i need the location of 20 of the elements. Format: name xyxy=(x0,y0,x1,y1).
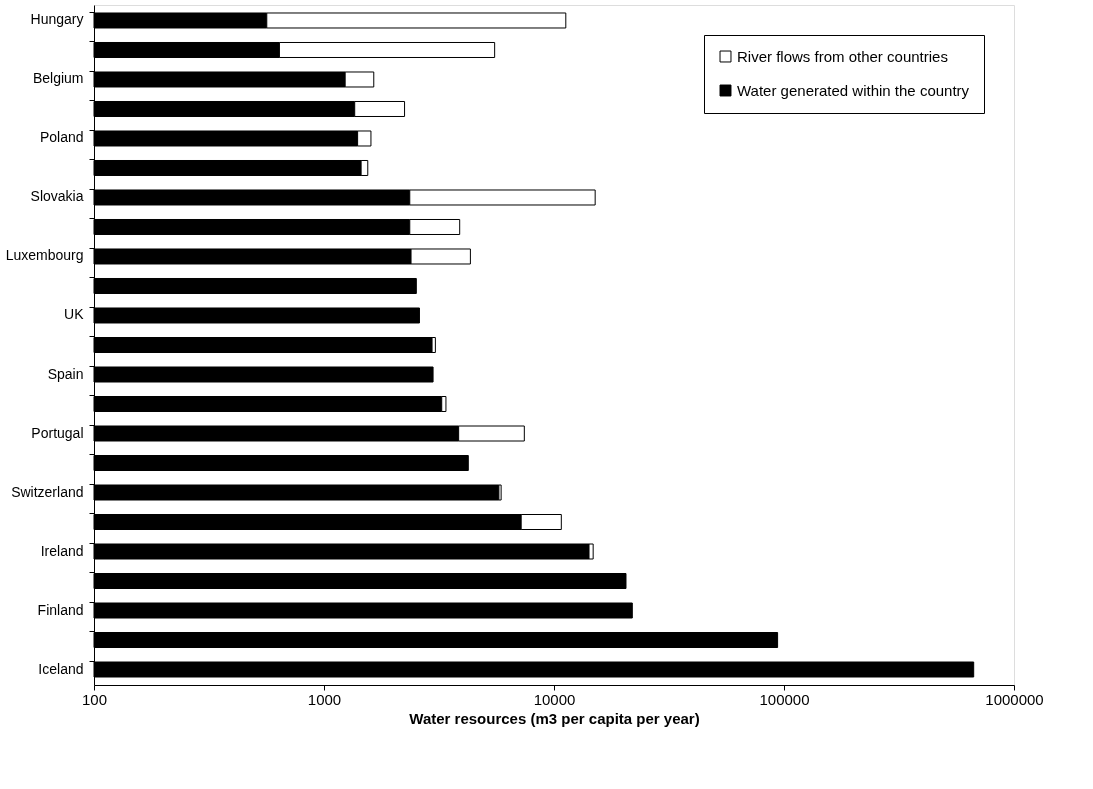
y-tick-label: Hungary xyxy=(30,11,84,28)
x-tick-label: 100 xyxy=(81,690,108,708)
y-tick-label: UK xyxy=(64,306,85,323)
y-tick-label: Poland xyxy=(39,129,84,146)
x-tick-label: 1000 xyxy=(307,690,342,708)
legend-label: River flows from other countries xyxy=(737,47,948,65)
y-tick-label: Belgium xyxy=(32,70,84,87)
x-tick-label: 100000 xyxy=(759,690,810,708)
y-tick-label: Iceland xyxy=(38,660,84,677)
y-tick-label: Switzerland xyxy=(11,483,84,500)
y-tick-label: Slovakia xyxy=(30,188,84,205)
y-tick-label: Ireland xyxy=(40,542,84,559)
y-tick-label: Luxembourg xyxy=(5,247,84,264)
x-tick-label: 1000000 xyxy=(985,690,1044,708)
y-tick-label: Finland xyxy=(37,601,84,618)
legend-label: Water generated within the country xyxy=(737,81,970,99)
y-tick-label: Portugal xyxy=(31,424,84,441)
y-tick-label: Spain xyxy=(47,365,84,382)
x-tick-label: 10000 xyxy=(533,690,576,708)
x-axis-title: Water resources (m3 per capita per year) xyxy=(409,709,700,727)
